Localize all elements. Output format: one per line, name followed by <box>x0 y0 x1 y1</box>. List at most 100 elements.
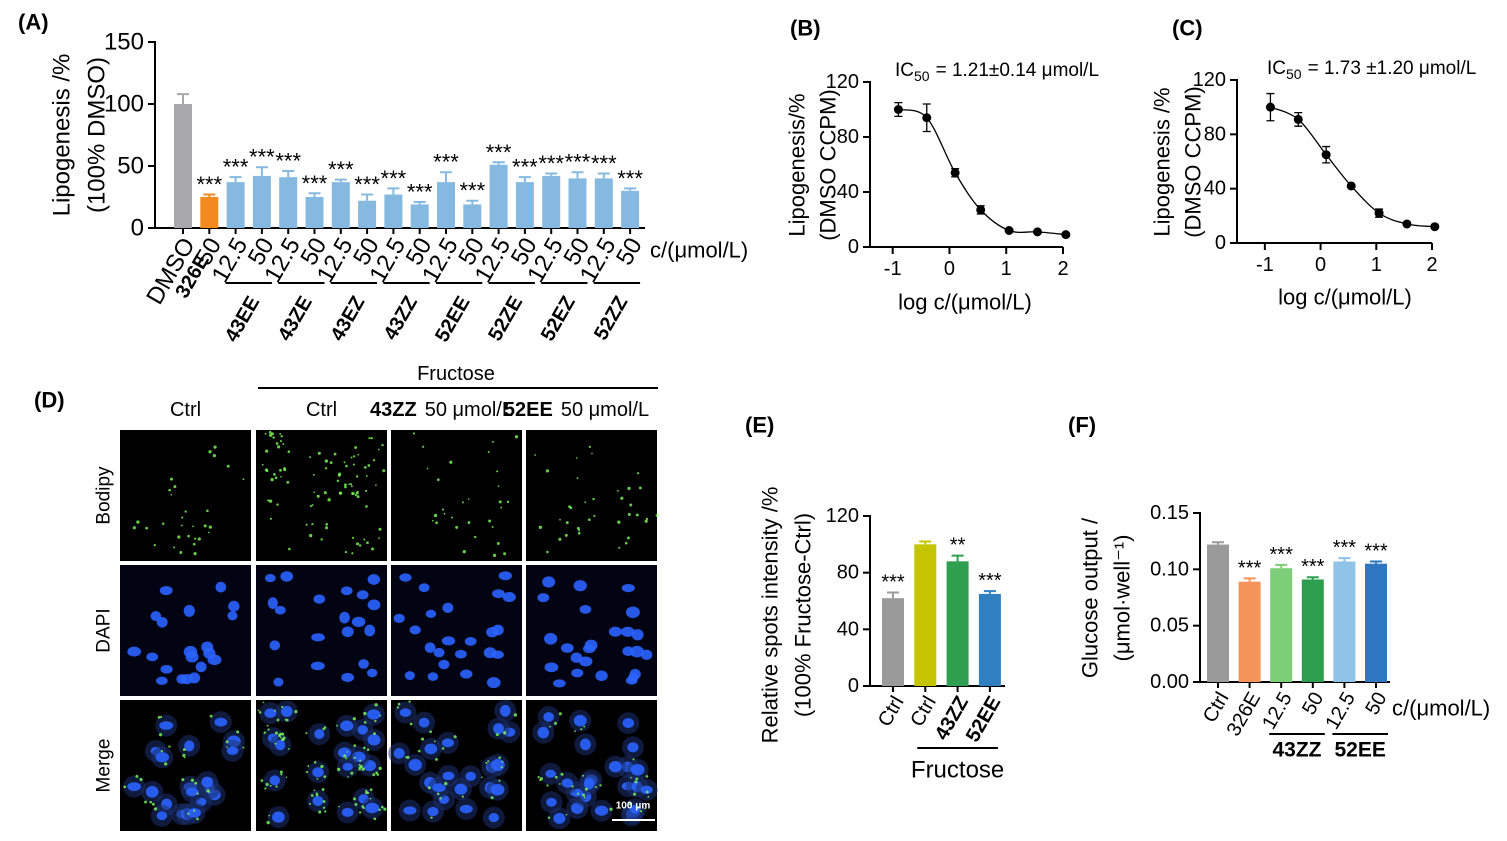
bar <box>331 182 350 228</box>
lipid-droplet <box>268 814 271 817</box>
nucleus <box>627 742 639 753</box>
nucleus <box>269 640 281 651</box>
lipid-droplet <box>265 449 269 453</box>
x-axis-title: c/(μmol/L) <box>1392 696 1490 721</box>
lipid-droplet <box>427 786 431 790</box>
nucleus <box>127 646 142 657</box>
nucleus <box>227 611 238 621</box>
lipid-droplet <box>485 761 488 764</box>
lipid-droplet <box>549 725 551 728</box>
lipid-droplet <box>274 476 278 480</box>
nucleus <box>546 797 557 807</box>
lipid-droplet <box>617 520 621 524</box>
lipid-droplet <box>242 746 245 749</box>
y-tick-label: 80 <box>837 126 859 148</box>
nucleus <box>561 778 574 788</box>
nucleus <box>427 672 439 681</box>
lipid-droplet <box>514 435 519 439</box>
lipid-droplet <box>347 776 349 778</box>
lipid-droplet <box>350 485 353 488</box>
error-bar <box>887 591 899 599</box>
lipid-droplet <box>358 767 361 771</box>
lipid-droplet <box>443 512 446 515</box>
lipid-droplet <box>576 457 578 459</box>
x-tick-label: 50 <box>611 233 648 270</box>
lipid-droplet <box>323 775 327 779</box>
micrograph <box>391 430 522 561</box>
nucleus <box>357 725 368 735</box>
lipid-droplet <box>435 757 438 761</box>
panel-label: (F) <box>1068 413 1096 438</box>
group-label: Fructose <box>911 757 1004 784</box>
nucleus <box>159 585 173 596</box>
lipid-droplet <box>593 514 596 517</box>
bar <box>437 182 455 228</box>
lipid-droplet <box>449 460 453 464</box>
y-axis-title: (100% DMSO) <box>84 57 111 213</box>
lipid-droplet <box>274 731 279 735</box>
nucleus <box>340 720 354 732</box>
lipid-droplet <box>273 473 276 476</box>
group-label: 52ZZ <box>590 293 632 344</box>
panel-label: (A) <box>18 10 49 35</box>
lipid-droplet <box>196 792 199 795</box>
lipid-droplet <box>639 810 643 813</box>
lipid-droplet <box>429 730 432 734</box>
nucleus <box>499 704 511 717</box>
lipid-droplet <box>283 467 286 470</box>
lipid-droplet <box>161 522 165 526</box>
y-tick-label: 40 <box>837 618 859 640</box>
lipid-droplet <box>305 523 308 526</box>
nucleus <box>185 787 199 797</box>
nucleus <box>310 661 325 671</box>
scale-bar-label: 100 μm <box>616 801 651 812</box>
significance: *** <box>459 178 485 203</box>
point <box>1061 230 1071 240</box>
nucleus <box>341 672 355 682</box>
lipid-droplet <box>312 473 315 476</box>
lipid-droplet <box>322 806 326 809</box>
lipid-droplet <box>258 711 262 714</box>
lipid-droplet <box>317 451 321 455</box>
lipid-droplet <box>409 722 413 726</box>
significance: *** <box>1364 540 1388 562</box>
lipid-droplet <box>559 518 561 521</box>
lipid-droplet <box>580 728 583 731</box>
lipid-droplet <box>655 514 659 517</box>
lipid-droplet <box>348 483 351 486</box>
error-bar <box>466 199 479 205</box>
lipid-droplet <box>269 784 272 787</box>
lipid-droplet <box>358 544 362 547</box>
bar <box>174 104 192 228</box>
x-tick-label: -1 <box>884 258 902 280</box>
lipid-droplet <box>184 756 186 759</box>
nucleus <box>630 645 644 658</box>
nucleus <box>488 813 499 823</box>
lipid-droplet <box>212 453 217 458</box>
lipid-droplet <box>226 746 228 748</box>
lipid-droplet <box>325 523 328 526</box>
nucleus <box>314 729 325 740</box>
nucleus <box>625 606 640 619</box>
lipid-droplet <box>581 774 585 777</box>
nucleus <box>432 783 446 793</box>
error-bar <box>1338 557 1351 562</box>
nucleus <box>358 659 369 669</box>
nucleus <box>441 738 454 748</box>
nucleus <box>338 747 352 758</box>
lipid-droplet <box>351 552 354 555</box>
nucleus <box>631 629 644 641</box>
nucleus <box>356 590 369 600</box>
column-header: 52EE 50 μmol/L <box>504 399 649 421</box>
lipid-droplet <box>345 757 348 760</box>
nucleus <box>608 626 622 637</box>
nucleus <box>393 613 405 624</box>
lipid-droplet <box>351 536 355 539</box>
lipid-droplet <box>151 802 155 806</box>
significance: *** <box>328 157 354 182</box>
lipid-droplet <box>441 508 445 511</box>
lipid-droplet <box>559 783 561 785</box>
nucleus <box>273 677 284 687</box>
nucleus <box>342 762 353 771</box>
lipid-droplet <box>285 776 288 779</box>
